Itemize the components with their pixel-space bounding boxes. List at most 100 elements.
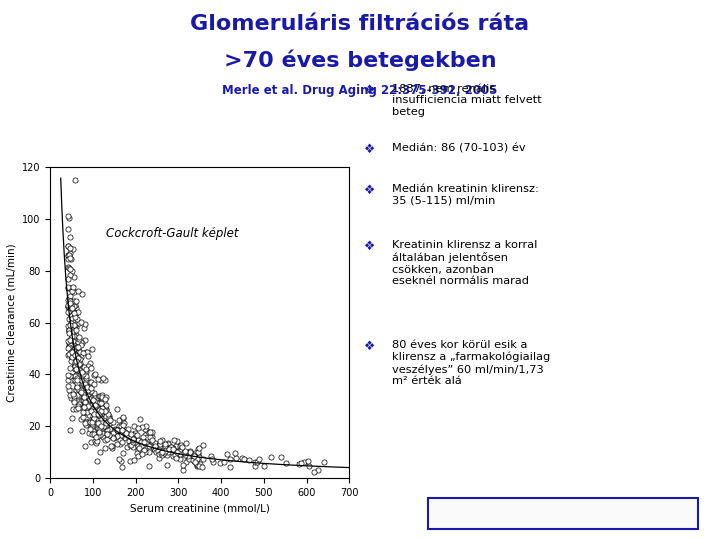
Point: [116, 463, 127, 471]
Point: [71, 384, 82, 393]
Point: [170, 448, 181, 456]
Point: [100, 421, 112, 430]
Point: [78, 393, 90, 401]
Point: [66, 304, 78, 313]
Point: [68, 392, 80, 400]
Point: [63, 328, 75, 337]
Point: [69, 357, 81, 366]
Point: [99, 436, 110, 445]
Point: [127, 442, 139, 451]
Point: [70, 351, 81, 360]
Text: Merle et al. Drug Aging 22:375-392, 2005: Merle et al. Drug Aging 22:375-392, 2005: [222, 84, 498, 97]
Point: [76, 318, 87, 327]
Point: [85, 383, 96, 392]
Point: [102, 410, 114, 418]
Point: [68, 321, 80, 330]
Point: [184, 447, 196, 455]
Point: [132, 443, 144, 452]
Point: [99, 395, 111, 404]
Text: ❖: ❖: [364, 84, 375, 97]
Point: [63, 349, 74, 358]
Point: [132, 452, 144, 461]
Point: [63, 336, 74, 345]
Point: [91, 401, 102, 410]
Point: [81, 421, 92, 429]
Point: [111, 440, 122, 449]
Point: [83, 392, 94, 400]
Point: [155, 442, 166, 450]
Point: [182, 452, 194, 461]
Point: [62, 322, 73, 330]
Point: [64, 292, 76, 300]
Point: [67, 245, 78, 253]
Point: [89, 414, 100, 422]
Point: [170, 441, 181, 450]
Point: [132, 449, 143, 457]
Point: [190, 455, 202, 464]
Point: [63, 251, 75, 260]
Point: [118, 427, 130, 435]
Point: [92, 429, 104, 438]
Point: [87, 396, 99, 404]
Point: [84, 424, 96, 433]
Point: [111, 426, 122, 435]
Point: [71, 382, 82, 390]
Point: [136, 422, 148, 431]
Point: [65, 347, 76, 356]
Point: [65, 371, 76, 380]
Point: [109, 434, 120, 443]
Point: [167, 444, 179, 453]
Point: [92, 418, 104, 427]
Point: [66, 348, 78, 356]
Point: [75, 386, 86, 395]
Point: [111, 426, 122, 434]
Point: [115, 416, 127, 424]
Point: [182, 455, 194, 463]
Point: [68, 308, 79, 316]
Point: [135, 442, 147, 450]
Point: [75, 353, 86, 361]
Point: [100, 419, 112, 428]
Point: [98, 397, 109, 406]
Point: [128, 421, 140, 430]
Point: [128, 456, 140, 465]
Point: [63, 241, 74, 250]
Point: [86, 422, 98, 430]
Point: [71, 379, 83, 388]
Point: [85, 407, 96, 415]
Point: [67, 336, 78, 345]
Point: [94, 424, 106, 433]
Text: Medián: 86 (70-103) év: Medián: 86 (70-103) év: [392, 143, 526, 153]
Point: [64, 363, 76, 372]
Point: [191, 462, 202, 470]
Point: [68, 362, 80, 371]
Point: [63, 325, 75, 334]
Point: [71, 347, 82, 356]
Point: [132, 424, 143, 433]
Point: [135, 440, 146, 449]
Point: [64, 325, 76, 334]
Point: [132, 442, 143, 451]
Point: [78, 388, 89, 396]
Point: [136, 449, 148, 458]
Point: [153, 441, 165, 449]
Point: [67, 308, 78, 317]
Point: [167, 445, 179, 454]
Point: [80, 368, 91, 376]
Point: [89, 437, 101, 446]
Point: [73, 361, 84, 369]
Point: [189, 448, 200, 457]
Point: [70, 357, 81, 366]
Point: [66, 301, 77, 309]
Point: [97, 374, 109, 382]
Point: [71, 296, 82, 305]
Point: [159, 447, 171, 456]
Point: [137, 441, 148, 449]
Point: [96, 394, 107, 402]
Point: [81, 348, 92, 356]
Point: [73, 383, 85, 391]
Point: [172, 449, 184, 458]
Point: [99, 414, 111, 422]
Point: [161, 451, 173, 460]
Point: [97, 423, 109, 432]
